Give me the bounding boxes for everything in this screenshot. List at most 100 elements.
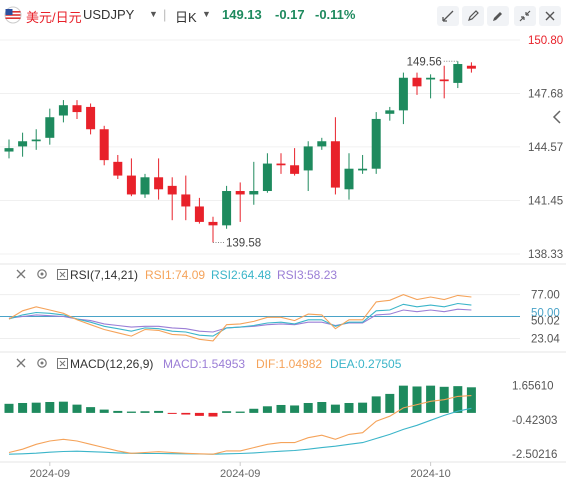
macd-hist-bar <box>303 402 313 413</box>
candle-body <box>99 129 109 161</box>
pair-name-cn[interactable]: 美元/日元 <box>26 10 82 25</box>
candle-body <box>140 177 150 195</box>
candle-body <box>126 175 136 195</box>
candle-body <box>330 141 340 188</box>
last-price: 149.13 <box>222 7 262 22</box>
macd-hist-bar <box>426 385 436 413</box>
macd-hist-bar <box>290 405 300 413</box>
macd-hist-bar <box>317 401 327 413</box>
settings-icon[interactable] <box>36 357 48 369</box>
macd-hist-bar <box>208 412 218 417</box>
macd-hist-bar <box>99 409 109 413</box>
collapse-icon[interactable] <box>514 6 536 26</box>
price-change: -0.17 <box>275 7 305 22</box>
candle-body <box>439 79 449 82</box>
panel-collapse-arrow-icon[interactable] <box>552 110 564 126</box>
close-indicator-icon[interactable] <box>15 357 27 369</box>
candle-body <box>18 141 28 147</box>
x-axis-label: 2024-09 <box>30 468 70 480</box>
rsi-title: RSI(7,14,21) <box>70 268 139 282</box>
formula-icon[interactable] <box>56 268 68 280</box>
divider: | <box>163 7 167 22</box>
macd-hist-bar <box>276 404 286 413</box>
macd-hist-bar <box>154 410 164 413</box>
candle-body <box>222 191 232 226</box>
macd-hist-bar <box>181 412 191 415</box>
rsi2-value: RSI2:64.48 <box>211 268 272 282</box>
formula-icon[interactable] <box>56 357 68 369</box>
candle-body <box>208 221 218 226</box>
candle-body <box>86 106 96 130</box>
candle-body <box>371 118 381 169</box>
macd-hist-bar <box>235 411 245 413</box>
price-axis-label: 144.57 <box>528 142 563 154</box>
flag-icon <box>4 6 22 27</box>
edit-icon[interactable] <box>462 6 484 26</box>
rsi2-line <box>8 302 472 337</box>
macd-hist-bar <box>45 401 55 413</box>
macd-axis-label: -0.42303 <box>512 415 557 427</box>
settings-icon[interactable] <box>36 268 48 280</box>
candle-body <box>235 191 245 195</box>
candle-body <box>58 105 68 116</box>
macd-hist-bar <box>330 404 340 413</box>
dea-line <box>8 407 472 455</box>
caret-down-icon[interactable]: ▼ <box>202 9 211 19</box>
macd-axis-label: 1.65610 <box>512 381 554 393</box>
pencil-icon[interactable] <box>487 6 509 26</box>
high-annotation: 149.56 <box>407 56 442 68</box>
macd-hist-bar <box>262 406 272 413</box>
price-axis-label: 150.80 <box>528 35 563 47</box>
macd-hist-bar <box>222 411 232 413</box>
candle-body <box>113 161 123 176</box>
candle-body <box>31 139 41 142</box>
close-icon[interactable] <box>539 6 561 26</box>
candle-body <box>303 146 313 171</box>
candle-body <box>262 163 272 192</box>
macd-axis-label: -2.50216 <box>512 449 557 461</box>
close-indicator-icon[interactable] <box>15 268 27 280</box>
macd-hist-bar <box>412 386 422 413</box>
macd-title: MACD(12,26,9) <box>70 357 154 371</box>
macd-value: MACD:1.54953 <box>163 357 246 371</box>
rsi-axis-label: 50.00 <box>531 308 560 320</box>
macd-hist-bar <box>466 387 476 413</box>
price-axis-label: 147.68 <box>528 89 563 101</box>
low-annotation: 139.58 <box>226 238 261 250</box>
symbol-label[interactable]: USDJPY <box>83 7 135 22</box>
macd-hist-bar <box>18 402 28 413</box>
macd-hist-bar <box>113 410 123 413</box>
candle-body <box>412 77 422 87</box>
x-axis-label: 2024-09 <box>220 468 260 480</box>
candle-body <box>317 141 327 147</box>
macd-hist-bar <box>126 411 136 413</box>
draw-line-icon[interactable] <box>437 6 459 26</box>
candle-body <box>276 163 286 166</box>
rsi1-value: RSI1:74.09 <box>145 268 206 282</box>
macd-hist-bar <box>58 401 68 413</box>
macd-hist-bar <box>86 407 96 413</box>
candle-body <box>290 165 300 174</box>
macd-hist-bar <box>249 408 259 413</box>
macd-hist-bar <box>31 402 41 413</box>
price-axis-label: 138.33 <box>528 249 563 261</box>
macd-hist-bar <box>358 402 368 413</box>
chart-toolbar: 美元/日元 USDJPY ▼ | 日K ▼ 149.13 -0.17 -0.11… <box>0 0 566 30</box>
macd-hist-bar <box>194 412 204 416</box>
macd-hist-bar <box>167 412 177 414</box>
rsi3-value: RSI3:58.23 <box>277 268 338 282</box>
macd-hist-bar <box>385 393 395 413</box>
macd-hist-bar <box>140 411 150 413</box>
x-axis-label: 2024-10 <box>410 468 450 480</box>
rsi1-line <box>8 294 472 342</box>
candle-body <box>385 110 395 114</box>
caret-down-icon[interactable]: ▼ <box>149 9 158 19</box>
macd-hist-bar <box>371 396 381 413</box>
candle-body <box>45 117 55 138</box>
candle-body <box>154 177 164 190</box>
macd-hist-bar <box>344 402 354 413</box>
candle-body <box>453 64 463 83</box>
macd-hist-bar <box>4 403 14 413</box>
interval-selector[interactable]: 日K <box>175 10 197 25</box>
